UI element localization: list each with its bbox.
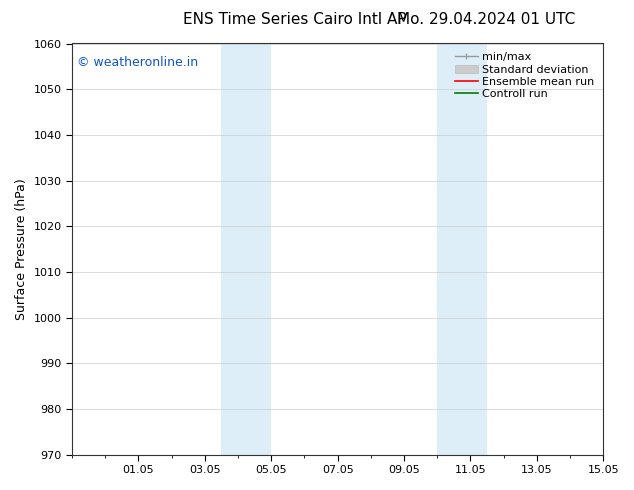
Legend: min/max, Standard deviation, Ensemble mean run, Controll run: min/max, Standard deviation, Ensemble me… xyxy=(452,49,598,102)
Bar xyxy=(437,44,487,455)
Bar xyxy=(221,44,271,455)
Text: ENS Time Series Cairo Intl AP: ENS Time Series Cairo Intl AP xyxy=(183,12,407,27)
Y-axis label: Surface Pressure (hPa): Surface Pressure (hPa) xyxy=(15,178,28,320)
Text: Mo. 29.04.2024 01 UTC: Mo. 29.04.2024 01 UTC xyxy=(398,12,576,27)
Text: © weatheronline.in: © weatheronline.in xyxy=(77,56,198,69)
